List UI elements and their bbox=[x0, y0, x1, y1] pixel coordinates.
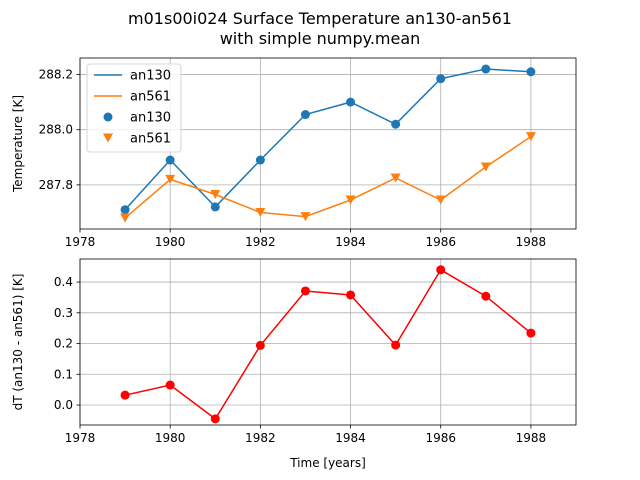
plot-frame bbox=[79, 57, 577, 230]
x-tick-label: 1986 bbox=[425, 235, 456, 249]
data-point-0 bbox=[391, 340, 401, 350]
data-point-0 bbox=[526, 328, 536, 338]
data-point-0 bbox=[210, 414, 220, 424]
legend-label: an561 bbox=[130, 90, 171, 105]
plot-frame bbox=[79, 258, 577, 426]
difference-panel: 1978 1980 1982 1984 1986 1988 0.0 0.1 0.2 0.3 0.4 d… bbox=[11, 258, 577, 470]
y-tick-label: 0.0 bbox=[54, 398, 73, 412]
data-point-1 bbox=[390, 173, 401, 183]
legend-label: an130 bbox=[130, 69, 171, 84]
y-tick-label: 287.8 bbox=[39, 178, 73, 192]
x-tick-label: 1982 bbox=[245, 431, 276, 445]
y-tick-label: 288.2 bbox=[39, 68, 73, 82]
data-point-1 bbox=[480, 162, 491, 172]
legend-box bbox=[86, 63, 182, 153]
x-axis-label: Time [years] bbox=[289, 456, 366, 470]
series-line-1 bbox=[124, 135, 532, 219]
y-axis-label: dT (an130 - an561) [K] bbox=[11, 274, 25, 411]
data-point-0 bbox=[165, 155, 175, 165]
x-tick-label: 1978 bbox=[65, 431, 96, 445]
y-axis-label: Temperature [K] bbox=[11, 95, 25, 193]
data-point-0 bbox=[300, 110, 310, 120]
data-point-0 bbox=[255, 155, 265, 165]
y-tick-label: 0.3 bbox=[54, 306, 73, 320]
y-tick-label: 0.4 bbox=[54, 275, 73, 289]
data-point-0 bbox=[436, 265, 446, 275]
legend: an130 an561 an130 an561 bbox=[86, 63, 182, 153]
data-point-0 bbox=[526, 67, 536, 77]
data-point-1 bbox=[255, 207, 266, 217]
data-point-0 bbox=[346, 97, 356, 107]
x-tick-label: 1980 bbox=[155, 235, 186, 249]
temperature-panel: 1978 1980 1982 1984 1986 1988 287.8 288.0 288.2 T… bbox=[11, 57, 577, 249]
y-tick-label: 0.1 bbox=[54, 367, 73, 381]
data-point-1 bbox=[525, 132, 536, 142]
x-tick-label: 1984 bbox=[335, 235, 366, 249]
data-point-0 bbox=[391, 119, 401, 129]
x-tick-label: 1982 bbox=[245, 235, 276, 249]
data-point-0 bbox=[346, 290, 356, 300]
legend-label: an130 bbox=[130, 111, 171, 126]
data-point-0 bbox=[436, 74, 446, 84]
y-tick-label: 288.0 bbox=[39, 123, 73, 137]
data-point-0 bbox=[165, 380, 175, 390]
figure-title-line-2: with simple numpy.mean bbox=[220, 29, 421, 48]
data-point-0 bbox=[210, 202, 220, 212]
data-point-1 bbox=[210, 190, 221, 200]
figure-title-line-1: m01s00i024 Surface Temperature an130-an5… bbox=[128, 9, 512, 28]
data-point-0 bbox=[300, 286, 310, 296]
data-point-1 bbox=[345, 195, 356, 205]
x-tick-label: 1986 bbox=[425, 431, 456, 445]
data-point-1 bbox=[165, 174, 176, 184]
legend-label: an561 bbox=[130, 132, 171, 147]
x-tick-label: 1978 bbox=[65, 235, 96, 249]
data-point-1 bbox=[120, 213, 131, 223]
legend-triangle-marker bbox=[103, 133, 113, 143]
x-tick-label: 1984 bbox=[335, 431, 366, 445]
data-point-1 bbox=[435, 195, 446, 205]
series-line-0 bbox=[124, 268, 532, 420]
y-tick-label: 0.2 bbox=[54, 337, 73, 351]
series-line-0 bbox=[124, 68, 531, 211]
x-tick-label: 1988 bbox=[516, 235, 547, 249]
data-point-0 bbox=[255, 340, 265, 350]
legend-circle-marker bbox=[103, 112, 113, 122]
data-point-0 bbox=[120, 390, 130, 400]
data-point-0 bbox=[481, 64, 491, 74]
data-point-0 bbox=[481, 291, 491, 301]
x-tick-label: 1980 bbox=[155, 431, 186, 445]
x-tick-label: 1988 bbox=[516, 431, 547, 445]
data-point-1 bbox=[300, 212, 311, 222]
data-point-0 bbox=[120, 205, 130, 215]
